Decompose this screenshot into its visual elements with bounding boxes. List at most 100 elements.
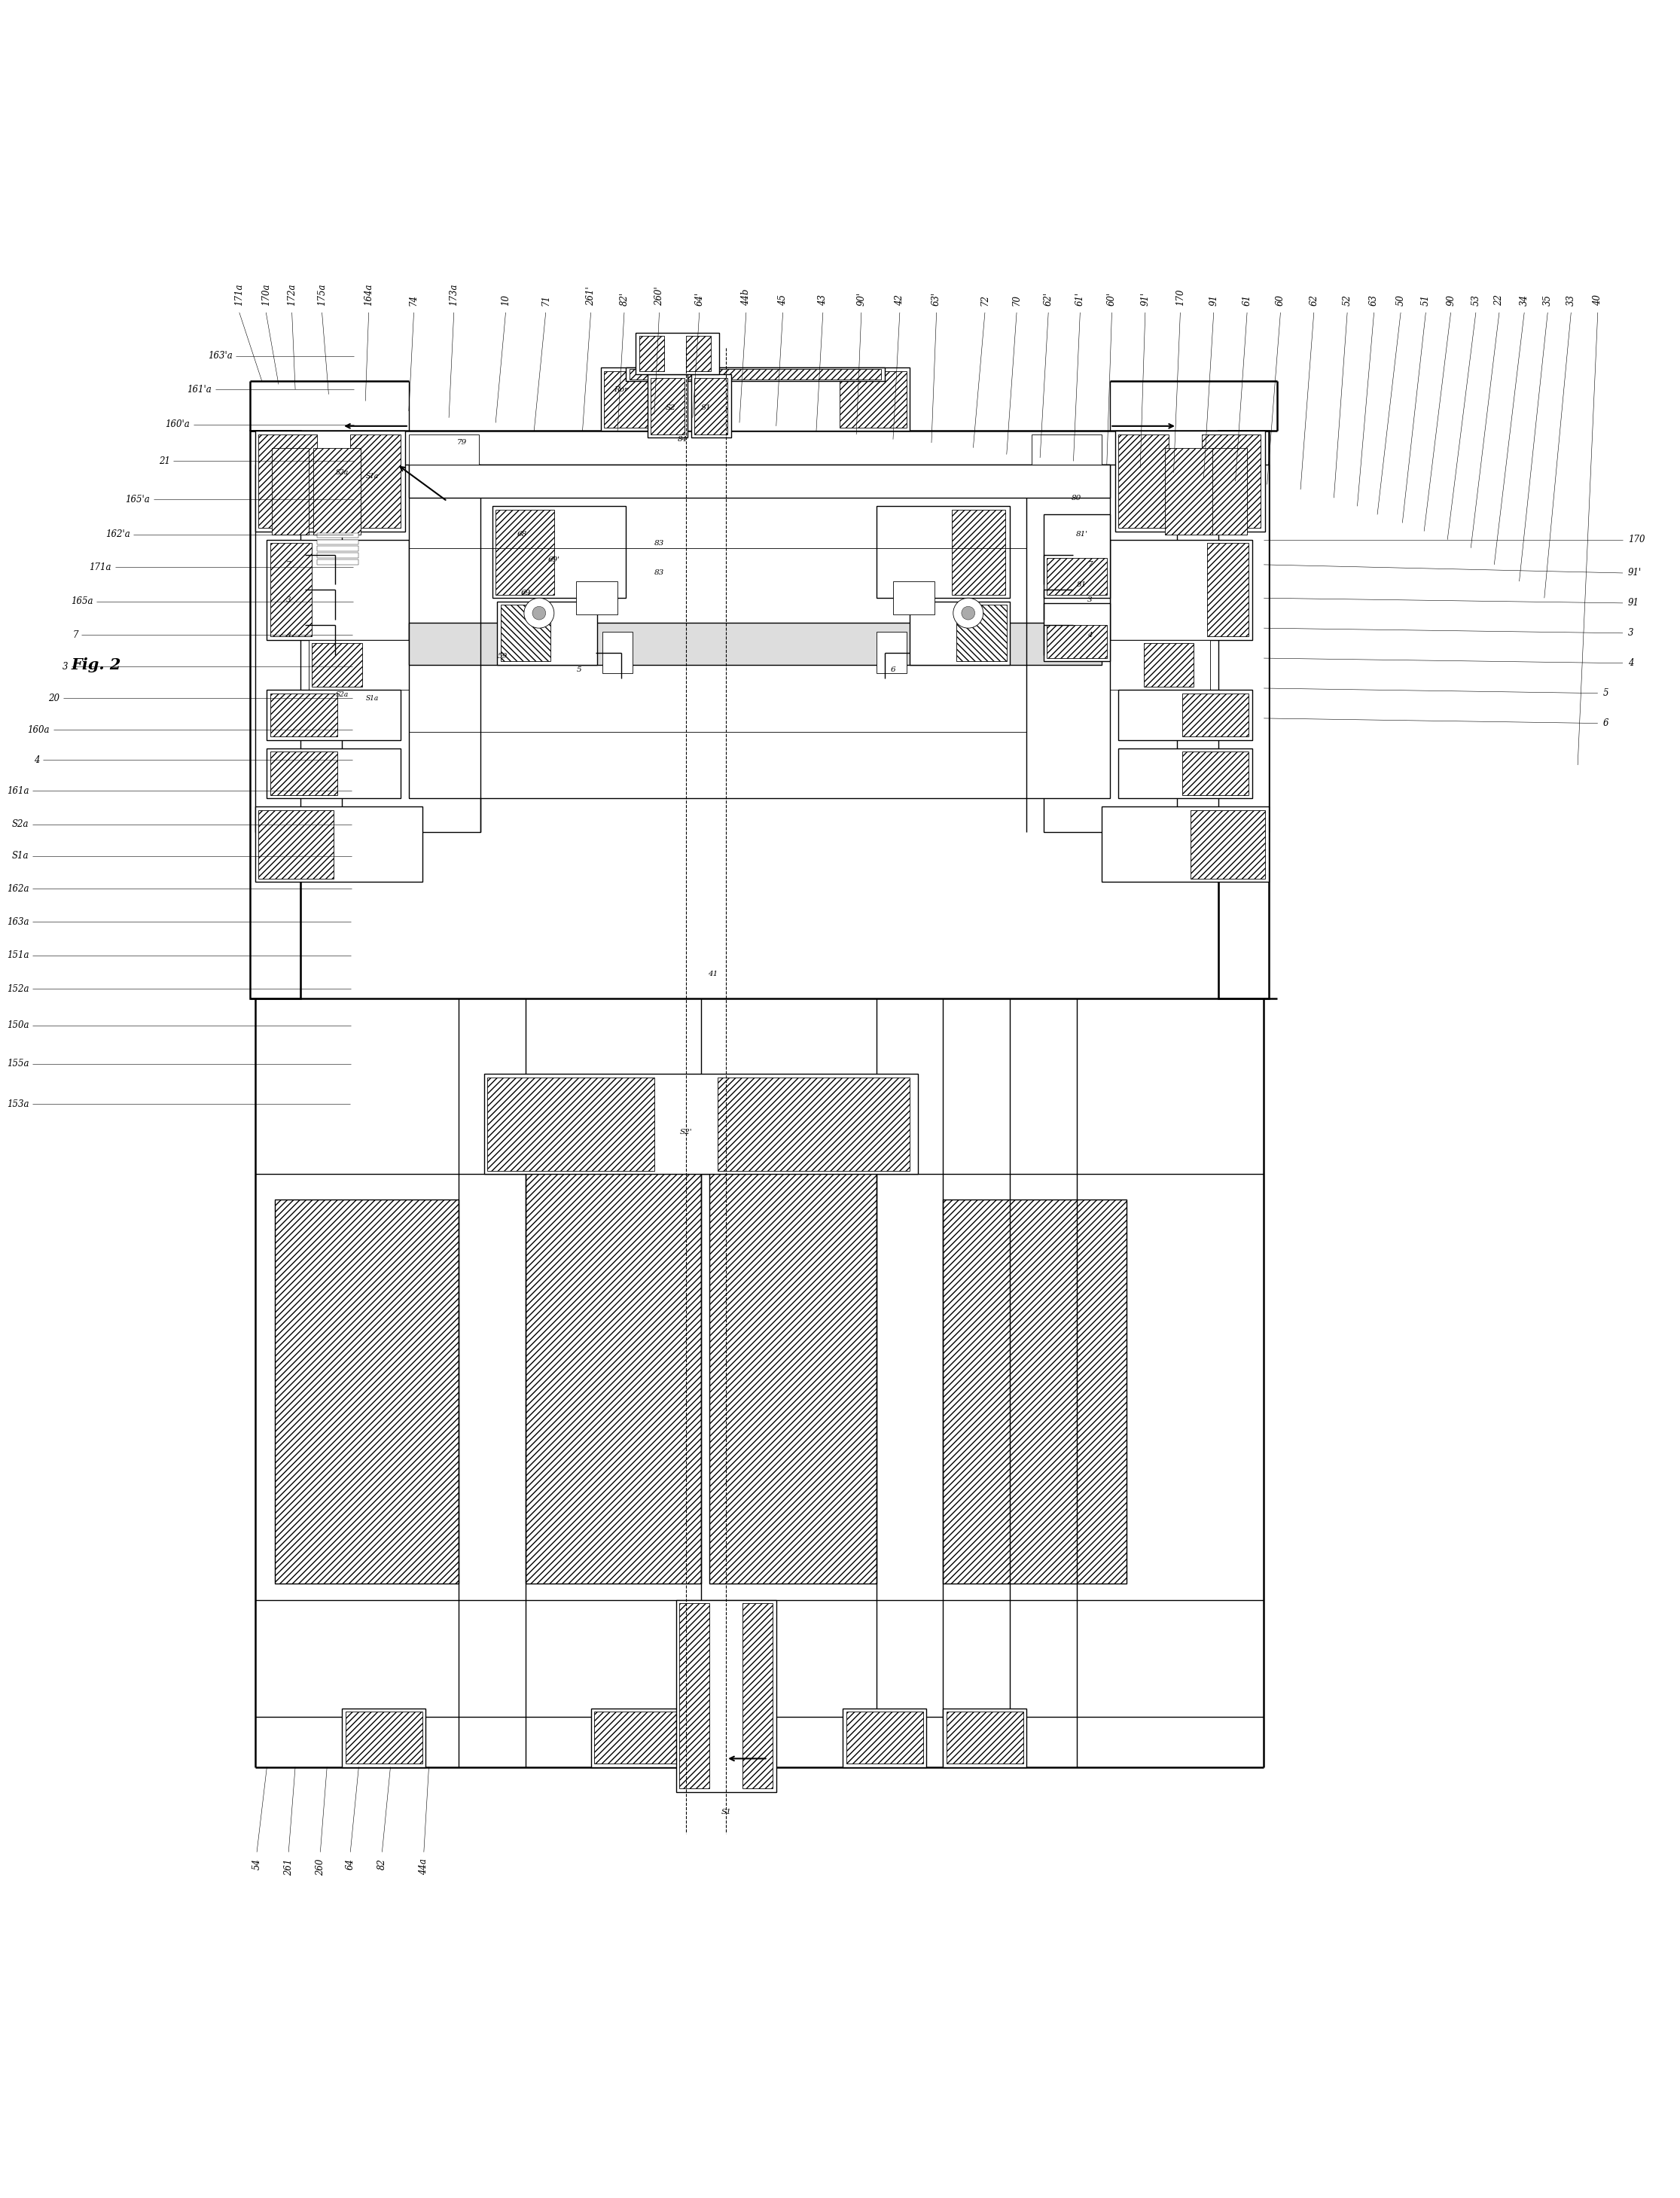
Bar (270, 543, 312, 637)
Bar (1210, 448, 1247, 534)
Text: S2a: S2a (336, 692, 348, 699)
Text: 4: 4 (1087, 631, 1092, 637)
Text: 4: 4 (286, 631, 291, 637)
Text: 150a: 150a (7, 1020, 29, 1031)
Text: 81': 81' (1075, 532, 1089, 539)
Bar (270, 692, 338, 736)
Bar (318, 532, 360, 539)
Bar (627, 367, 885, 380)
Bar (877, 631, 907, 673)
Bar (1047, 558, 1107, 596)
Bar (1206, 543, 1248, 637)
Text: 52: 52 (1342, 295, 1352, 306)
Text: 91': 91' (1141, 292, 1151, 306)
Text: 6: 6 (1603, 719, 1608, 728)
Text: 69: 69 (521, 589, 531, 596)
Bar (690, 374, 731, 437)
Text: 60': 60' (1107, 292, 1117, 306)
Text: 10: 10 (501, 295, 511, 306)
Text: 165a: 165a (71, 596, 92, 607)
Text: 42: 42 (895, 295, 904, 306)
Text: 90': 90' (857, 292, 867, 306)
Text: S2a: S2a (12, 820, 29, 829)
Text: 4: 4 (1628, 657, 1633, 668)
Text: 60: 60 (1275, 295, 1285, 306)
Text: 3: 3 (1628, 629, 1633, 637)
Text: S1a: S1a (366, 695, 378, 701)
Bar (1144, 644, 1194, 686)
Bar (675, 1600, 776, 1791)
Bar (526, 1165, 701, 1583)
Bar (267, 747, 400, 798)
Bar (1047, 624, 1107, 657)
Text: 45: 45 (778, 295, 788, 306)
Text: 40: 40 (1593, 295, 1603, 306)
Text: 6: 6 (890, 666, 895, 673)
Text: 59: 59 (497, 653, 507, 659)
Bar (942, 1200, 1127, 1583)
Text: Ror: Ror (613, 387, 628, 393)
Circle shape (961, 607, 974, 620)
Bar (946, 1712, 1023, 1763)
Bar (255, 807, 422, 881)
Text: 152a: 152a (7, 985, 29, 993)
Bar (601, 367, 911, 431)
Text: 61: 61 (1242, 295, 1252, 306)
Text: 91: 91 (1628, 598, 1640, 609)
Bar (603, 631, 633, 673)
Bar (408, 464, 1110, 499)
Text: 160'a: 160'a (165, 420, 190, 429)
Bar (840, 371, 907, 429)
Bar (501, 604, 551, 662)
Bar (1110, 541, 1252, 640)
Bar (843, 1708, 926, 1767)
Text: 64': 64' (694, 292, 704, 306)
Bar (717, 1077, 911, 1172)
Bar (1116, 431, 1265, 532)
Text: 61': 61' (1075, 292, 1085, 306)
Bar (591, 1708, 707, 1767)
Bar (640, 336, 664, 371)
Bar (911, 602, 1010, 664)
Text: Fig. 2: Fig. 2 (72, 657, 121, 673)
Bar (312, 644, 363, 686)
Text: 35: 35 (1542, 295, 1552, 306)
Bar (267, 541, 408, 640)
Text: 71: 71 (541, 295, 551, 306)
Bar (408, 622, 1102, 664)
Bar (1191, 811, 1265, 879)
Text: 53: 53 (1472, 295, 1480, 306)
Circle shape (953, 598, 983, 629)
Bar (685, 336, 711, 371)
Bar (1043, 464, 1268, 831)
Text: 64: 64 (346, 1860, 354, 1870)
Bar (496, 510, 554, 596)
Text: 91': 91' (1628, 567, 1641, 578)
Text: 34: 34 (1519, 295, 1529, 306)
Text: S1a: S1a (12, 851, 29, 862)
Bar (1102, 807, 1268, 881)
Text: 153a: 153a (7, 1099, 29, 1110)
Text: 63': 63' (932, 292, 941, 306)
Bar (318, 560, 360, 565)
Circle shape (533, 607, 546, 620)
Bar (272, 448, 309, 534)
Text: 79: 79 (457, 440, 467, 446)
Bar (255, 431, 405, 532)
Bar (630, 369, 882, 380)
Text: 4: 4 (34, 756, 40, 765)
Text: S1: S1 (721, 1809, 731, 1816)
Text: 3: 3 (286, 596, 291, 602)
Bar (605, 371, 654, 429)
Text: 5: 5 (1603, 688, 1608, 699)
Text: 54: 54 (252, 1860, 262, 1870)
Text: 43: 43 (818, 295, 828, 306)
Text: 21: 21 (158, 457, 170, 466)
Text: 74: 74 (408, 295, 418, 306)
Text: 161a: 161a (7, 787, 29, 796)
Text: 160a: 160a (27, 725, 50, 734)
Text: 83: 83 (654, 539, 664, 547)
Bar (526, 1165, 701, 1583)
Text: 3: 3 (1087, 596, 1092, 602)
Text: 171a: 171a (89, 563, 111, 571)
